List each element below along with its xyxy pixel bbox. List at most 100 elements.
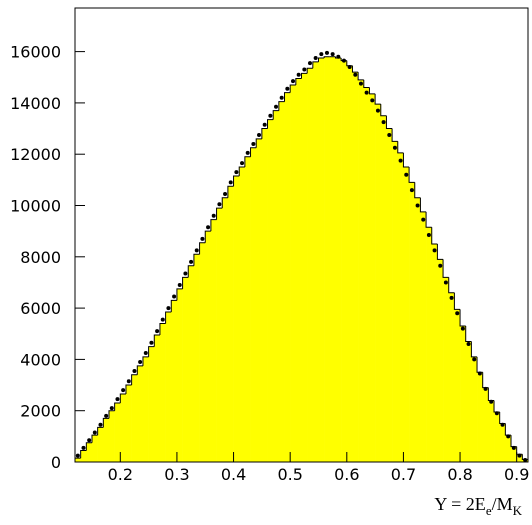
data-point [211, 213, 216, 218]
data-point [223, 191, 228, 196]
histogram-bar [114, 403, 121, 462]
data-point [421, 217, 426, 222]
histogram-step [272, 110, 279, 120]
data-point [460, 326, 465, 331]
histogram-step [193, 253, 200, 266]
histogram-bar [488, 400, 495, 462]
histogram-bar [426, 227, 433, 462]
histogram-bar [437, 259, 444, 462]
histogram-bar [352, 72, 359, 462]
data-point [109, 406, 114, 411]
histogram-step [499, 411, 506, 425]
histogram-step [153, 334, 160, 347]
data-point [160, 317, 165, 322]
data-point [443, 280, 448, 285]
histogram-step [136, 365, 143, 375]
histogram-step [453, 292, 461, 310]
histogram-bar [142, 356, 149, 462]
data-point [262, 122, 267, 127]
data-point [511, 445, 516, 450]
data-point [449, 295, 454, 300]
histogram-step [510, 435, 517, 448]
histogram-bar [137, 365, 144, 462]
histogram-step [182, 276, 189, 289]
histogram-bar [261, 128, 268, 463]
histogram-step [323, 56, 330, 59]
histogram-bar [420, 211, 427, 462]
histogram-step [125, 384, 132, 395]
histogram-bar [397, 152, 404, 462]
histogram-bar [86, 442, 93, 462]
histogram-step [102, 417, 109, 428]
histogram-step [402, 152, 410, 168]
histogram-bar [188, 265, 195, 462]
histogram-bar [273, 110, 280, 462]
histogram-step [391, 128, 398, 142]
x-tick-label: 0.7 [391, 465, 416, 484]
histogram-bar [244, 156, 251, 462]
data-point [200, 236, 205, 241]
y-tick-label: 4000 [20, 350, 61, 369]
data-point [194, 248, 199, 253]
histogram-step [250, 147, 257, 157]
histogram-step [85, 442, 92, 451]
histogram-bar [91, 435, 98, 462]
histogram-step [442, 259, 449, 278]
histogram-bar [267, 119, 274, 463]
data-point [336, 54, 341, 59]
data-point [381, 120, 386, 125]
histogram-bar [465, 341, 472, 462]
histogram-step [216, 207, 223, 220]
histogram-bar [108, 410, 115, 462]
histogram-bar [460, 326, 467, 462]
histogram-bar [431, 243, 438, 462]
histogram-step [108, 410, 115, 419]
histogram-step [414, 182, 421, 199]
histogram-step [289, 84, 296, 93]
data-point [302, 67, 307, 72]
data-point [432, 248, 437, 253]
histogram-bar [392, 141, 399, 462]
histogram-step [131, 374, 138, 386]
histogram-step [114, 402, 121, 411]
histogram-bar [295, 78, 302, 463]
histogram-step [419, 197, 427, 213]
histogram-bar [97, 427, 104, 462]
histogram-step [504, 423, 512, 436]
y-tick-label: 14000 [10, 94, 61, 113]
histogram-step [476, 356, 483, 373]
data-point [347, 64, 352, 69]
data-point [81, 445, 86, 450]
y-tick-label: 0 [51, 453, 61, 472]
histogram-bar [375, 104, 382, 463]
histogram-bar [120, 394, 127, 462]
histogram-bar [233, 176, 240, 462]
histogram-step [431, 227, 438, 245]
histogram-bar [290, 84, 297, 462]
x-tick-label: 0.2 [108, 465, 133, 484]
data-point [268, 113, 273, 118]
histogram-bar [199, 242, 206, 462]
label-sub: e [486, 503, 492, 518]
data-point [75, 453, 80, 458]
data-point [426, 233, 431, 237]
histogram-step [210, 219, 217, 232]
histogram-step [368, 87, 376, 95]
histogram-step [165, 311, 172, 324]
data-point [455, 311, 460, 316]
data-point [353, 72, 358, 77]
data-point [330, 52, 335, 57]
histogram-step [142, 356, 149, 366]
histogram-bar [505, 435, 512, 462]
data-point [375, 108, 380, 113]
x-tick-label: 0.8 [447, 465, 472, 484]
histogram-step [244, 156, 251, 168]
histogram-step [448, 277, 455, 294]
data-point [149, 340, 154, 345]
histogram-step [176, 288, 183, 301]
data-point [438, 263, 443, 268]
histogram-step [516, 446, 523, 455]
data-point [206, 225, 211, 230]
data-point [370, 98, 375, 103]
y-tick-label: 12000 [10, 145, 61, 164]
